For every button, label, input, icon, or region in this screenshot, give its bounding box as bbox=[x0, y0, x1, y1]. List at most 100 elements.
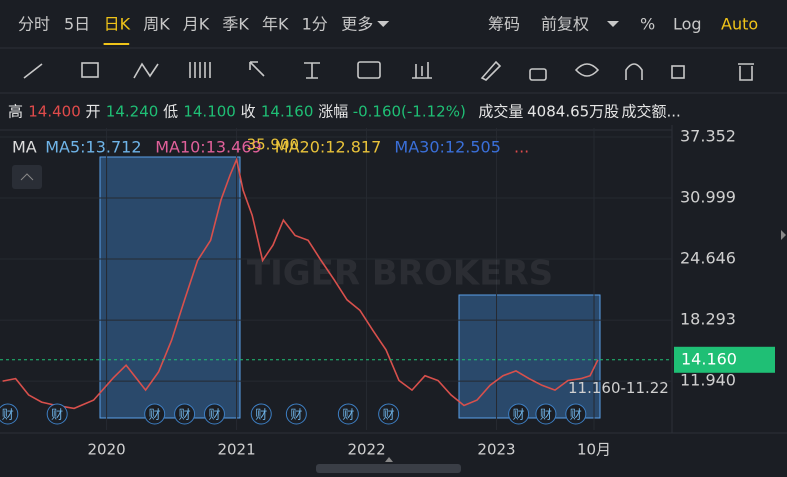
tab[interactable]: 月K bbox=[183, 15, 210, 34]
scroll-marker bbox=[385, 457, 393, 462]
quote-label: 收 bbox=[241, 103, 256, 121]
y-tick-label: 24.646 bbox=[680, 249, 736, 268]
earnings-label: 财 bbox=[149, 408, 161, 422]
tab[interactable]: 季K bbox=[222, 15, 249, 34]
earnings-marker[interactable] bbox=[378, 403, 400, 425]
y-tick-label: 30.999 bbox=[680, 188, 736, 207]
earnings-marker[interactable] bbox=[203, 403, 225, 425]
earnings-marker[interactable] bbox=[0, 403, 19, 425]
collapse-icon bbox=[20, 173, 34, 181]
tool-rect[interactable] bbox=[81, 62, 99, 78]
y-tick-label: 37.352 bbox=[680, 127, 736, 146]
quote-value: 14.160 bbox=[261, 103, 314, 121]
x-tick-label: 2022 bbox=[347, 441, 385, 459]
tab[interactable]: 周K bbox=[143, 15, 170, 34]
tool-fib[interactable] bbox=[189, 62, 211, 78]
tab[interactable]: 年K bbox=[262, 15, 289, 34]
tab[interactable]: 5日 bbox=[64, 15, 90, 34]
x-tick-label: 2021 bbox=[217, 441, 255, 459]
tool-trash[interactable] bbox=[738, 63, 754, 81]
ma-legend: ... bbox=[514, 138, 529, 157]
earnings-label: 财 bbox=[2, 408, 14, 422]
tool-arrow[interactable] bbox=[249, 61, 265, 77]
annotation: 35.900 bbox=[247, 135, 300, 153]
earnings-label: 财 bbox=[513, 408, 525, 422]
option[interactable]: 筹码 bbox=[488, 15, 520, 34]
dropdown-icon bbox=[607, 21, 619, 27]
dropdown-icon bbox=[377, 21, 390, 27]
tool-measure[interactable] bbox=[304, 62, 320, 79]
tool-pen[interactable] bbox=[480, 60, 502, 81]
option[interactable]: % bbox=[640, 15, 655, 34]
ma-legend: MA10:13.469 bbox=[155, 138, 261, 157]
earnings-label: 财 bbox=[342, 408, 354, 422]
y-tick-label: 11.940 bbox=[680, 371, 736, 390]
y-tick-label: 18.293 bbox=[680, 310, 736, 329]
quote-label: 开 bbox=[86, 103, 101, 121]
x-tick-label: 10月 bbox=[577, 441, 611, 459]
earnings-marker[interactable] bbox=[565, 403, 587, 425]
quote-label: 涨幅 bbox=[318, 103, 348, 121]
earnings-marker[interactable] bbox=[46, 403, 68, 425]
quote-label: 高 bbox=[8, 103, 23, 121]
tool-text[interactable] bbox=[357, 61, 381, 79]
highlight-range bbox=[99, 156, 241, 419]
earnings-label: 财 bbox=[540, 408, 552, 422]
earnings-label: 财 bbox=[290, 408, 302, 422]
watermark: TIGER BROKERS bbox=[247, 254, 553, 294]
earnings-label: 财 bbox=[570, 408, 582, 422]
price-line bbox=[2, 156, 599, 410]
quote-value: 14.400 bbox=[28, 103, 81, 121]
option[interactable]: Log bbox=[673, 15, 702, 34]
tab[interactable]: 1分 bbox=[302, 15, 328, 34]
earnings-marker[interactable] bbox=[144, 403, 166, 425]
quote-value: 14.100 bbox=[183, 103, 236, 121]
tab[interactable]: 日K bbox=[104, 15, 131, 34]
collapse-button[interactable] bbox=[12, 165, 42, 189]
earnings-marker[interactable] bbox=[337, 403, 359, 425]
earnings-label: 财 bbox=[179, 408, 191, 422]
expand-arrow[interactable] bbox=[781, 230, 786, 240]
toolbar bbox=[23, 60, 754, 81]
annotation: 11.160-11.22 bbox=[568, 379, 669, 397]
earnings-marker[interactable] bbox=[250, 403, 272, 425]
quote-label: 成交额... bbox=[622, 103, 681, 121]
quote-value: 4084.65万股 bbox=[527, 103, 619, 121]
ma-legend: MA20:12.817 bbox=[275, 138, 381, 157]
option[interactable]: Auto bbox=[721, 15, 758, 34]
earnings-marker[interactable] bbox=[535, 403, 557, 425]
option[interactable]: 前复权 bbox=[541, 15, 589, 34]
tool-wave[interactable] bbox=[133, 62, 159, 79]
earnings-marker[interactable] bbox=[285, 403, 307, 425]
ma-legend: MA bbox=[12, 138, 37, 157]
earnings-label: 财 bbox=[51, 408, 63, 422]
x-tick-label: 2023 bbox=[477, 441, 515, 459]
tool-magnet[interactable] bbox=[625, 63, 643, 80]
tool-eye[interactable] bbox=[574, 63, 600, 77]
current-price-label: 14.160 bbox=[681, 349, 737, 368]
quote-value: -0.160(-1.12%) bbox=[353, 103, 466, 121]
ma-legend: MA5:13.712 bbox=[45, 138, 141, 157]
quote-value: 14.240 bbox=[106, 103, 159, 121]
tool-copy[interactable] bbox=[671, 65, 685, 79]
ma-legend: MA30:12.505 bbox=[394, 138, 500, 157]
tool-line[interactable] bbox=[23, 63, 43, 79]
earnings-marker[interactable] bbox=[174, 403, 196, 425]
tab[interactable]: 更多 bbox=[341, 15, 373, 34]
earnings-label: 财 bbox=[208, 408, 220, 422]
tab[interactable]: 分时 bbox=[18, 15, 50, 34]
tool-lock[interactable] bbox=[529, 68, 547, 81]
quote-label: 成交量 bbox=[478, 103, 523, 121]
current-price-box bbox=[674, 346, 775, 373]
earnings-marker[interactable] bbox=[508, 403, 530, 425]
tool-bars[interactable] bbox=[412, 62, 432, 79]
x-tick-label: 2020 bbox=[87, 441, 125, 459]
tab-underline bbox=[103, 43, 130, 45]
scrollbar[interactable] bbox=[316, 464, 461, 473]
quote-label: 低 bbox=[163, 103, 178, 121]
earnings-label: 财 bbox=[383, 408, 395, 422]
earnings-label: 财 bbox=[255, 408, 267, 422]
highlight-range bbox=[458, 294, 601, 419]
